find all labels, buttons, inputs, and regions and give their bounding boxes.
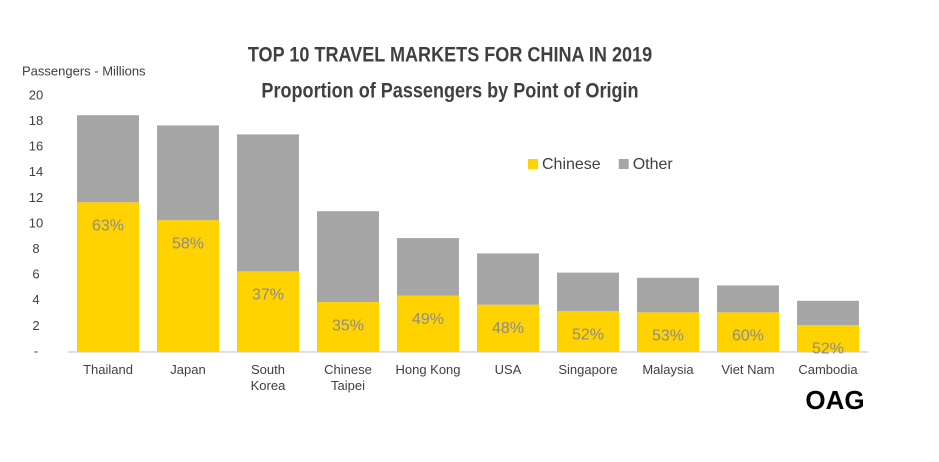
y-tick-label: 18 — [29, 113, 43, 128]
bar-segment — [237, 134, 299, 272]
data-label: 52% — [572, 326, 604, 343]
chart-title: TOP 10 TRAVEL MARKETS FOR CHINA IN 2019 — [248, 43, 652, 67]
chart-subtitle: Proportion of Passengers by Point of Ori… — [261, 79, 638, 103]
y-tick-label: 6 — [32, 267, 39, 282]
bar-segment — [477, 304, 539, 352]
data-label: 48% — [492, 320, 524, 337]
y-tick-label: 14 — [29, 164, 43, 179]
data-label: 37% — [252, 287, 284, 304]
x-tick-label: Chinese Taipei — [324, 362, 372, 393]
data-label: 49% — [412, 311, 444, 328]
bar-segment — [157, 220, 219, 352]
bar-segment — [397, 238, 459, 296]
x-tick-label: Hong Kong — [395, 362, 461, 377]
x-tick-label: Singapore — [558, 362, 618, 377]
bar-segment — [477, 253, 539, 305]
data-label: 53% — [652, 328, 684, 345]
data-label: 63% — [92, 217, 124, 234]
data-label: 52% — [812, 340, 844, 357]
data-label: 35% — [332, 317, 364, 334]
legend-swatch — [618, 159, 629, 169]
y-tick-label: 12 — [29, 190, 43, 205]
y-tick-label: 16 — [29, 139, 43, 154]
y-tick-label: 2 — [32, 318, 39, 333]
y-tick-label: 4 — [32, 292, 39, 307]
bar-segment — [317, 211, 379, 303]
x-tick-label: Malaysia — [642, 362, 694, 377]
legend-swatch — [528, 159, 538, 169]
legend-label: Other — [633, 156, 674, 173]
data-label: 60% — [732, 328, 764, 345]
bar-segment — [637, 277, 699, 313]
bar-segment — [557, 272, 619, 312]
data-label: 58% — [172, 235, 204, 252]
bar-segment — [717, 312, 779, 352]
x-tick-label: South Korea — [250, 362, 286, 393]
bar-segment — [77, 202, 139, 352]
bar-segment — [797, 325, 859, 352]
x-tick-label: USA — [494, 362, 522, 377]
bar-segment — [317, 302, 379, 352]
x-tick-label: Japan — [170, 362, 206, 377]
bar-segment — [237, 271, 299, 352]
y-axis-label: Passengers - Millions — [22, 63, 146, 78]
x-tick-label: Viet Nam — [721, 362, 775, 377]
y-tick-label: 8 — [32, 241, 39, 256]
x-tick-label: Thailand — [83, 362, 133, 377]
bar-segment — [717, 285, 779, 313]
y-tick-label: - — [34, 343, 38, 358]
bar-segment — [397, 295, 459, 352]
bar-segment — [77, 115, 139, 203]
legend-label: Chinese — [542, 156, 601, 173]
bar-segment — [797, 300, 859, 326]
x-tick-label: Cambodia — [798, 362, 858, 377]
y-tick-label: 10 — [29, 215, 43, 230]
bar-segment — [557, 311, 619, 352]
bar-segment — [637, 312, 699, 352]
y-tick-label: 20 — [29, 87, 43, 102]
logo: OAG — [805, 385, 864, 415]
bar-segment — [157, 125, 219, 221]
